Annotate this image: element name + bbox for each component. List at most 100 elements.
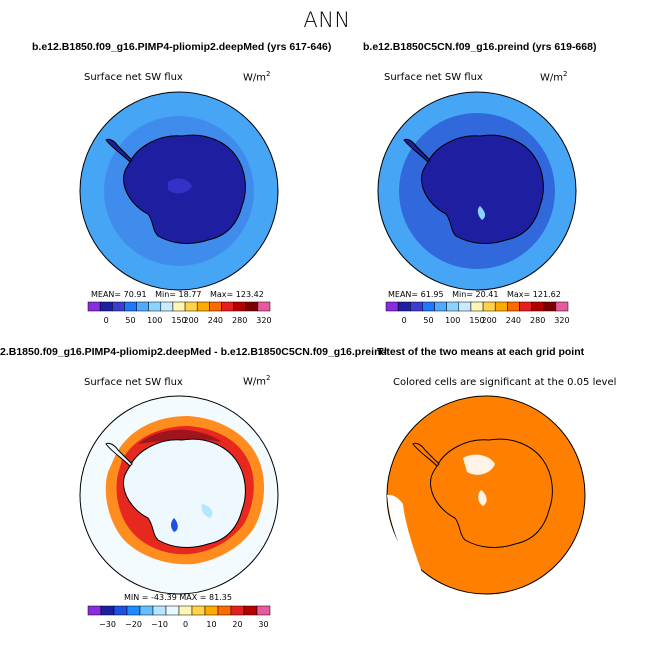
panel-3-map (79, 395, 279, 595)
panel-4-peninsula (412, 442, 440, 467)
panel-1-colorbar-box (124, 301, 137, 312)
panel-1-colorbar-box (112, 301, 125, 312)
panel-1-colorbar-box (209, 301, 222, 312)
panel-4-significance-note: Colored cells are significant at the 0.0… (393, 377, 617, 388)
panel-3-colorbar-box (126, 605, 141, 616)
panel-1-colorbar-label: 0 (104, 316, 109, 325)
panel-2-mean: MEAN= 61.95 (388, 290, 444, 299)
panel-3-units-exp: 2 (266, 374, 271, 382)
panel-2-colorbar-label: 280 (530, 316, 545, 325)
panel-3-units-base: W/m (243, 376, 266, 388)
panel-1-colorbar-label: 280 (232, 316, 247, 325)
panel-2-colorbar-box (519, 301, 532, 312)
panel-2-colorbar-box (446, 301, 460, 312)
panel-1-colorbar-box (221, 301, 234, 312)
panel-2-colorbar-label: 240 (506, 316, 521, 325)
panel-2-colorbar-box (422, 301, 435, 312)
panel-4-nonsignificant-north (535, 404, 557, 418)
panel-3-stats: MIN = -43.39 MAX = 81.35 (124, 593, 232, 602)
panel-2-colorbar-box (458, 301, 472, 312)
panel-1-colorbar-label: 320 (256, 316, 271, 325)
panel-1-colorbar-box (196, 301, 210, 312)
panel-1-colorbar-box (172, 301, 186, 312)
panel-3-max-band (138, 429, 222, 444)
panel-3-colorbar-box (243, 605, 258, 616)
panel-3-colorbar: −30 −20 −10 0 10 20 30 (87, 605, 271, 629)
panel-3-colorbar-label: −30 (99, 620, 116, 629)
panel-1-variable-label: Surface net SW flux (84, 72, 183, 83)
panel-2-colorbar-box (434, 301, 447, 312)
panel-1-units-base: W/m (243, 72, 266, 84)
panel-2-colorbar-box (410, 301, 423, 312)
panel-3-colorbar-box (87, 605, 102, 616)
panel-2-colorbar-label: 0 (402, 316, 407, 325)
panel-1-max: Max= 123.42 (210, 290, 264, 299)
panel-2-colorbar-box (470, 301, 484, 312)
panel-3-negative-anomaly (171, 518, 178, 532)
panel-1-ice-detail (168, 178, 192, 194)
panel-2-stats: MEAN= 61.95 Min= 20.41 Max= 121.62 (388, 290, 567, 299)
panel-3-colorbar-label: −20 (125, 620, 142, 629)
panel-2-colorbar-box (531, 301, 544, 312)
panel-2-antarctica (421, 134, 544, 244)
panel-2-colorbar-box (482, 301, 496, 312)
panel-1-units-exp: 2 (266, 70, 271, 78)
panel-3-variable-label: Surface net SW flux (84, 377, 183, 388)
panel-1-colorbar-box (245, 301, 259, 312)
panel-1-colorbar-label: 200 (183, 316, 198, 325)
panel-1-colorbar-box (184, 301, 198, 312)
panel-4-title: T-test of the two means at each grid poi… (377, 346, 585, 358)
panel-3-colorbar-box (178, 605, 193, 616)
panel-2-min: Min= 20.41 (452, 290, 499, 299)
panel-2-colorbar-box (494, 301, 508, 312)
panel-2-colorbar-box (555, 301, 569, 312)
panel-2-units: W/m2 (540, 70, 567, 83)
panel-3-colorbar-box (152, 605, 167, 616)
panel-1-colorbar-label: 150 (171, 316, 186, 325)
panel-2-units-base: W/m (540, 72, 563, 84)
panel-3-peninsula (105, 442, 133, 467)
panel-2-ice-detail (477, 206, 486, 220)
panel-1-colorbar-box (233, 301, 246, 312)
panel-3-units: W/m2 (243, 374, 270, 387)
panel-1-colorbar-box (136, 301, 149, 312)
panel-2-colorbar-box (397, 301, 411, 312)
panel-3-antarctica (123, 438, 246, 548)
panel-1-colorbar-box (87, 301, 101, 312)
panel-2-colorbar-label: 50 (423, 316, 433, 325)
panel-2-map (377, 91, 577, 291)
panel-3-title: 2.B1850.f09_g16.PIMP4-pliomip2.deepMed -… (0, 346, 387, 358)
panel-2-max: Max= 121.62 (507, 290, 561, 299)
panel-3-colorbar-box (139, 605, 154, 616)
panel-2-colorbar-box (543, 301, 557, 312)
panel-3-colorbar-box (204, 605, 219, 616)
panel-1-map (79, 91, 279, 291)
panel-1-colorbar-box (160, 301, 174, 312)
panel-4-map (386, 395, 586, 595)
panel-4-nonsignificant-west (387, 494, 425, 580)
panel-1-colorbar-box (257, 301, 271, 312)
panel-4-nonsignificant-interior (463, 454, 495, 475)
panel-1-colorbar-label: 100 (147, 316, 162, 325)
panel-1-stats: MEAN= 70.91 Min= 18.77 Max= 123.42 (91, 290, 270, 299)
panel-3-colorbar-label: 0 (183, 620, 188, 629)
panel-3-colorbar-box (165, 605, 180, 616)
panel-1-min: Min= 18.77 (155, 290, 202, 299)
panel-3-colorbar-box (230, 605, 245, 616)
panel-3-colorbar-label: −10 (151, 620, 168, 629)
panel-1-colorbar-label: 240 (208, 316, 223, 325)
panel-1-units: W/m2 (243, 70, 270, 83)
panel-2-colorbar-label: 320 (554, 316, 569, 325)
panel-2-colorbar-label: 100 (445, 316, 460, 325)
panel-4-antarctica (430, 438, 553, 548)
panel-4-nonsignificant-ross (478, 490, 487, 506)
panel-2-title: b.e12.B1850C5CN.f09_g16.preind (yrs 619-… (363, 41, 597, 53)
panel-3-colorbar-label: 30 (258, 620, 268, 629)
panel-3-colorbar-box (113, 605, 128, 616)
panel-1-colorbar-label: 50 (125, 316, 135, 325)
panel-2-colorbar-box (385, 301, 399, 312)
panel-2-peninsula (403, 138, 431, 163)
panel-1-colorbar-box (148, 301, 162, 312)
panel-1-colorbar-box (99, 301, 113, 312)
